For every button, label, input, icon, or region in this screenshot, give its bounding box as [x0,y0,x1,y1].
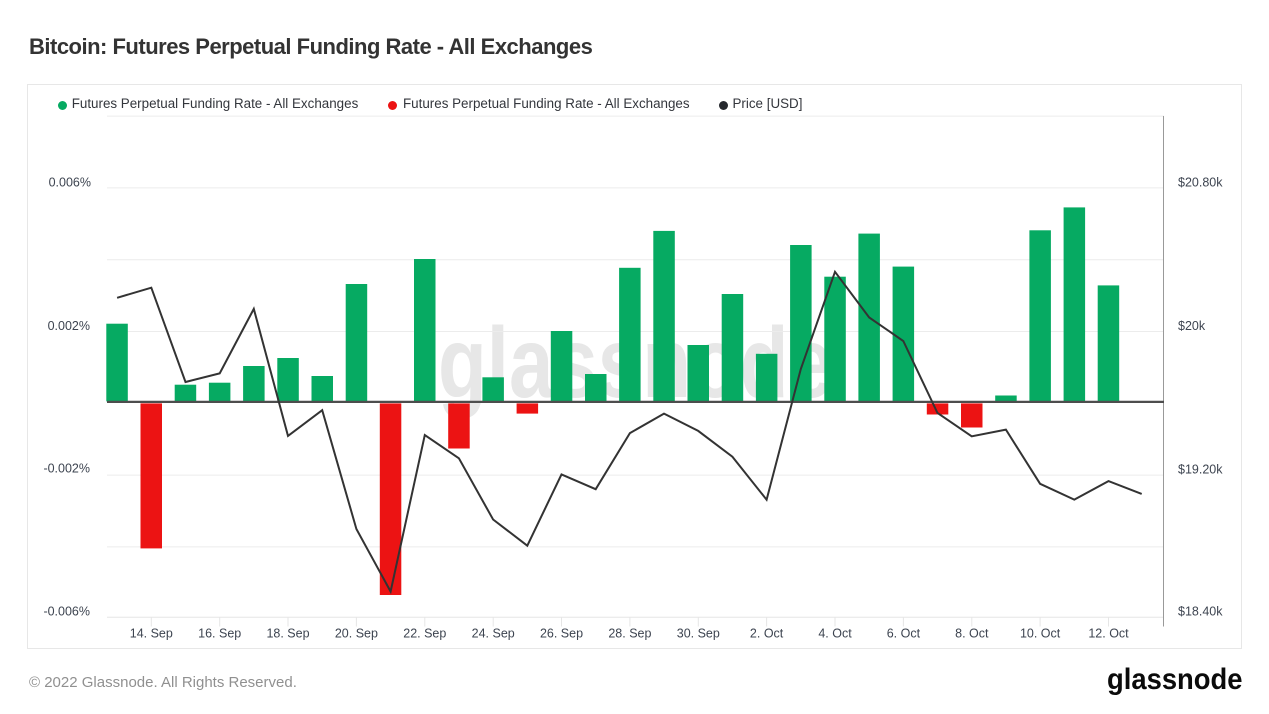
svg-text:4. Oct: 4. Oct [818,627,852,641]
svg-text:8. Oct: 8. Oct [955,627,989,641]
svg-text:12. Oct: 12. Oct [1088,627,1129,641]
svg-text:26. Sep: 26. Sep [540,627,583,641]
svg-text:28. Sep: 28. Sep [608,627,651,641]
svg-text:-0.006%: -0.006% [43,605,90,619]
svg-text:14. Sep: 14. Sep [130,627,173,641]
svg-text:18. Sep: 18. Sep [266,627,309,641]
svg-text:24. Sep: 24. Sep [472,627,515,641]
svg-text:glassnode: glassnode [1107,663,1243,696]
svg-text:0.002%: 0.002% [48,319,90,333]
svg-text:16. Sep: 16. Sep [198,627,241,641]
svg-text:$20.80k: $20.80k [1178,175,1223,189]
svg-text:30. Sep: 30. Sep [677,627,720,641]
svg-text:$19.20k: $19.20k [1178,462,1223,476]
svg-text:0.006%: 0.006% [49,175,91,189]
svg-text:22. Sep: 22. Sep [403,627,446,641]
svg-text:-0.002%: -0.002% [43,461,90,475]
svg-text:2. Oct: 2. Oct [750,627,784,641]
svg-text:$20k: $20k [1178,319,1206,333]
svg-text:10. Oct: 10. Oct [1020,627,1061,641]
svg-text:$18.40k: $18.40k [1178,605,1223,619]
svg-text:20. Sep: 20. Sep [335,627,378,641]
svg-text:6. Oct: 6. Oct [887,627,921,641]
